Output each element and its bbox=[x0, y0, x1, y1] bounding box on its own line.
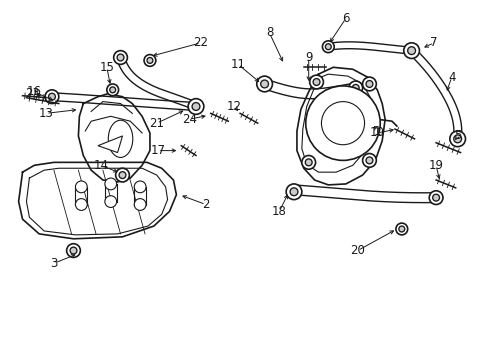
Text: 5: 5 bbox=[454, 129, 462, 143]
Circle shape bbox=[396, 223, 408, 235]
Text: 14: 14 bbox=[94, 159, 108, 172]
Circle shape bbox=[192, 103, 200, 111]
Circle shape bbox=[399, 226, 405, 232]
Text: 19: 19 bbox=[429, 159, 443, 172]
Circle shape bbox=[366, 81, 373, 87]
Text: 15: 15 bbox=[99, 61, 114, 74]
Circle shape bbox=[45, 90, 59, 104]
Circle shape bbox=[322, 41, 334, 53]
Text: 11: 11 bbox=[231, 58, 245, 71]
Text: 20: 20 bbox=[350, 244, 365, 257]
Text: 16: 16 bbox=[27, 85, 42, 98]
Circle shape bbox=[450, 131, 465, 147]
Circle shape bbox=[105, 196, 117, 207]
Circle shape bbox=[363, 77, 376, 91]
Text: 22: 22 bbox=[194, 36, 208, 49]
Circle shape bbox=[147, 58, 153, 63]
Text: 10: 10 bbox=[370, 126, 385, 139]
Text: 18: 18 bbox=[272, 205, 287, 218]
Circle shape bbox=[433, 194, 440, 201]
Text: 21: 21 bbox=[149, 117, 164, 130]
Text: 2: 2 bbox=[202, 198, 210, 211]
Circle shape bbox=[70, 247, 77, 254]
Text: 9: 9 bbox=[305, 51, 313, 64]
Circle shape bbox=[257, 76, 272, 92]
Circle shape bbox=[454, 135, 462, 143]
Circle shape bbox=[116, 168, 129, 182]
Circle shape bbox=[408, 47, 416, 55]
Circle shape bbox=[313, 78, 320, 85]
Circle shape bbox=[134, 199, 146, 210]
Circle shape bbox=[290, 188, 298, 196]
Circle shape bbox=[75, 181, 87, 193]
Text: 13: 13 bbox=[39, 107, 53, 120]
Ellipse shape bbox=[108, 120, 133, 157]
Circle shape bbox=[110, 87, 116, 93]
Circle shape bbox=[188, 99, 204, 114]
Text: 7: 7 bbox=[430, 36, 438, 49]
Circle shape bbox=[321, 102, 365, 145]
Circle shape bbox=[404, 43, 419, 58]
Circle shape bbox=[144, 55, 156, 66]
Text: 1: 1 bbox=[373, 125, 381, 138]
Circle shape bbox=[325, 44, 331, 50]
Circle shape bbox=[349, 81, 363, 95]
Circle shape bbox=[67, 244, 80, 257]
Circle shape bbox=[306, 86, 380, 161]
Circle shape bbox=[310, 75, 323, 89]
Text: 17: 17 bbox=[150, 144, 165, 157]
Text: 3: 3 bbox=[50, 257, 58, 270]
Circle shape bbox=[366, 157, 373, 164]
Text: 12: 12 bbox=[227, 100, 242, 113]
Circle shape bbox=[107, 84, 119, 96]
Text: 4: 4 bbox=[448, 71, 456, 84]
Circle shape bbox=[352, 85, 359, 91]
Text: 24: 24 bbox=[182, 113, 196, 126]
Text: 6: 6 bbox=[342, 12, 350, 25]
Circle shape bbox=[105, 178, 117, 190]
Text: 23: 23 bbox=[25, 87, 40, 100]
Circle shape bbox=[302, 156, 316, 169]
Circle shape bbox=[114, 51, 127, 64]
Circle shape bbox=[119, 172, 126, 179]
Circle shape bbox=[305, 159, 312, 166]
Circle shape bbox=[261, 80, 269, 88]
Circle shape bbox=[75, 199, 87, 210]
Circle shape bbox=[429, 191, 443, 204]
Circle shape bbox=[134, 181, 146, 193]
Circle shape bbox=[117, 54, 124, 61]
Text: 8: 8 bbox=[266, 27, 273, 40]
Circle shape bbox=[49, 93, 55, 100]
Polygon shape bbox=[98, 136, 122, 153]
Circle shape bbox=[363, 153, 376, 167]
Circle shape bbox=[286, 184, 302, 199]
